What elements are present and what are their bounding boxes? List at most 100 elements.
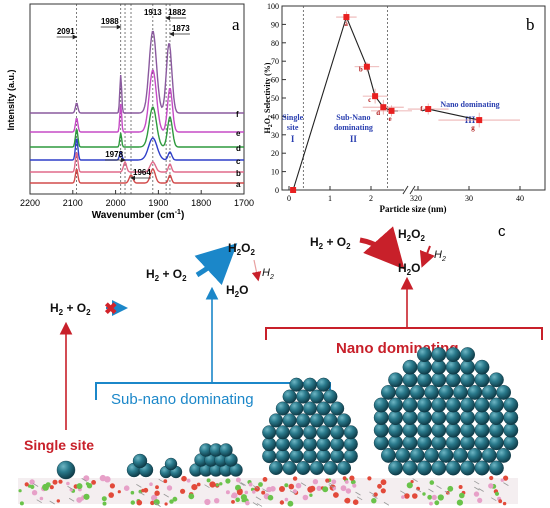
- metal-atom: [269, 461, 284, 476]
- metal-atom: [402, 410, 418, 425]
- metal-atom: [481, 384, 497, 400]
- b-xtick-label: 2: [369, 194, 373, 203]
- b-xtick-label: 1: [328, 194, 332, 203]
- b-ytick-label: 30: [271, 131, 279, 140]
- metal-atom: [388, 460, 403, 476]
- metal-atom: [316, 425, 331, 440]
- metal-atom: [373, 422, 389, 438]
- metal-atom: [316, 449, 331, 464]
- metal-atom: [395, 384, 411, 400]
- h2o2-label-2: H2O2: [228, 241, 255, 257]
- b-xtick-label: 40: [516, 194, 524, 203]
- metal-atom: [316, 401, 331, 416]
- metal-atom: [388, 372, 403, 388]
- panel-b-ylabel: H2O2 Selectivity (%): [263, 62, 274, 133]
- b-point-label: a: [344, 20, 348, 28]
- nano-reaction: H2 + O2 H2O2 H2 H2O Nano dominating: [265, 226, 543, 357]
- metal-atom: [503, 435, 519, 451]
- metal-atom: [262, 425, 277, 440]
- a-peak-label: 2091: [57, 27, 75, 36]
- single-site-label: Single site: [24, 437, 94, 453]
- metal-atom: [402, 359, 418, 375]
- a-series-line-d: [30, 106, 244, 148]
- metal-atom: [275, 449, 290, 464]
- a-series-line-a: [30, 168, 244, 184]
- a-series-line-f: [30, 30, 244, 114]
- reactants-label-3: H2 + O2: [310, 235, 351, 251]
- metal-atom: [488, 410, 504, 425]
- metal-atom: [431, 347, 447, 362]
- metal-atom: [488, 460, 504, 476]
- single-site-reaction: H2 + O2 ✖ Single site: [24, 300, 128, 453]
- metal-atom: [467, 384, 483, 400]
- region-label: Sub-Nano dominating: [334, 113, 373, 132]
- metal-atom: [460, 422, 475, 438]
- panel-c-label: c: [498, 223, 506, 240]
- a-peak-label: 1964: [133, 168, 151, 177]
- metal-atom: [438, 384, 454, 400]
- panel-a-label: a: [232, 15, 240, 34]
- b-point: [380, 104, 387, 111]
- b-ytick-label: 0: [275, 186, 279, 195]
- metal-atom: [488, 422, 504, 438]
- metal-atom: [460, 347, 475, 362]
- metal-atom: [431, 410, 447, 425]
- a-series-label: e: [236, 129, 241, 138]
- b-ytick-label: 60: [271, 76, 279, 85]
- metal-atom: [289, 437, 304, 452]
- b-point: [343, 14, 350, 21]
- metal-atom: [416, 422, 432, 438]
- metal-atom: [460, 372, 475, 388]
- a-series-label: f: [236, 110, 239, 119]
- metal-atom: [431, 397, 447, 413]
- metal-atom: [474, 359, 490, 375]
- svg-text:H2: H2: [434, 249, 446, 263]
- metal-atom: [296, 413, 311, 428]
- metal-atom: [409, 447, 425, 463]
- metal-atom: [488, 397, 504, 413]
- panel-a-ylabel: Intensity (a.u.): [6, 69, 16, 130]
- metal-atom: [296, 389, 311, 404]
- metal-atom: [460, 410, 475, 425]
- metal-atom: [503, 410, 519, 425]
- a-peak-label: 1882: [168, 8, 186, 17]
- metal-atom: [395, 447, 411, 463]
- metal-atom: [445, 410, 461, 425]
- metal-atom: [496, 384, 511, 400]
- b-point-label: d: [376, 109, 380, 117]
- b-xtick-label: 20: [414, 194, 422, 203]
- b-ytick-label: 100: [267, 2, 279, 11]
- axis-break: [402, 185, 409, 195]
- metal-atom: [416, 460, 432, 476]
- metal-atom: [309, 413, 324, 428]
- metal-atom: [481, 447, 497, 463]
- metal-atom: [460, 397, 475, 413]
- panel-a-frame: [29, 3, 245, 195]
- panel-a-xlabel: Wavenumber (cm-1): [92, 209, 185, 221]
- metal-atom: [275, 425, 290, 440]
- metal-atom: [388, 410, 403, 425]
- metal-atom: [424, 447, 439, 463]
- a-series-line-e: [30, 69, 244, 133]
- metal-atom: [416, 372, 432, 388]
- metal-atom: [402, 460, 418, 476]
- sub-nano-reaction: H2 + O2 H2O2 H2 H2O Sub-nano dominating: [95, 241, 331, 408]
- metal-atom: [431, 359, 447, 375]
- a-peak-label: 1913: [144, 8, 162, 17]
- metal-atom: [474, 422, 490, 438]
- metal-atom: [416, 435, 432, 451]
- metal-atom: [402, 435, 418, 451]
- a-peak-label: 1873: [172, 24, 190, 33]
- metal-atom: [452, 447, 468, 463]
- metal-atom: [262, 437, 277, 452]
- b-xtick-label: 0: [287, 194, 291, 203]
- region-roman: II: [350, 134, 358, 144]
- metal-atom: [388, 435, 403, 451]
- metal-atom: [380, 447, 396, 463]
- metal-atom: [416, 359, 432, 375]
- metal-atom: [474, 435, 490, 451]
- metal-atom: [402, 372, 418, 388]
- a-peak-label: 1978: [105, 150, 123, 159]
- a-xtick-label: 2000: [106, 198, 126, 208]
